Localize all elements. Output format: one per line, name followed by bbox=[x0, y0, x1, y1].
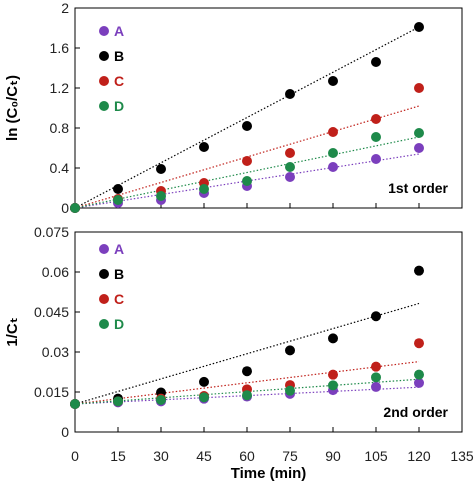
point-B bbox=[414, 265, 424, 276]
legend-label-C: C bbox=[114, 73, 124, 89]
y-tick-label: 1.6 bbox=[50, 40, 70, 56]
point-D bbox=[242, 390, 252, 401]
y-tick-label: 0 bbox=[61, 424, 69, 440]
point-B bbox=[328, 76, 338, 86]
legend-marker-A bbox=[99, 26, 109, 36]
y-axis-label: 1/Cₜ bbox=[4, 317, 21, 346]
point-B bbox=[199, 376, 209, 387]
x-tick-label: 30 bbox=[153, 448, 169, 464]
point-C bbox=[242, 156, 252, 166]
x-tick-label: 60 bbox=[239, 448, 255, 464]
legend-marker-C bbox=[99, 76, 109, 86]
y-tick-label: 0.015 bbox=[34, 384, 69, 400]
point-D bbox=[70, 203, 80, 213]
plot-frame bbox=[74, 231, 463, 433]
panel-label: 1st order bbox=[388, 180, 448, 196]
point-B bbox=[113, 184, 123, 194]
point-B bbox=[328, 333, 338, 344]
y-tick-label: 0.06 bbox=[42, 264, 69, 280]
point-D bbox=[285, 162, 295, 172]
y-tick-label: 0 bbox=[61, 200, 69, 216]
y-tick-label: 0.075 bbox=[34, 224, 69, 240]
y-tick-label: 1.2 bbox=[50, 80, 70, 96]
point-C bbox=[328, 127, 338, 137]
point-D bbox=[242, 176, 252, 186]
y-tick-label: 0.8 bbox=[50, 120, 70, 136]
point-B bbox=[371, 311, 381, 322]
point-C bbox=[371, 361, 381, 372]
legend-label-B: B bbox=[114, 266, 124, 282]
x-tick-label: 0 bbox=[71, 448, 79, 464]
point-D bbox=[414, 369, 424, 380]
y-axis-label: ln (C₀/Cₜ) bbox=[4, 75, 21, 141]
point-D bbox=[371, 372, 381, 383]
point-B bbox=[156, 164, 166, 174]
point-D bbox=[371, 132, 381, 142]
point-D bbox=[199, 392, 209, 403]
legend-label-A: A bbox=[114, 241, 124, 257]
x-tick-label: 75 bbox=[282, 448, 298, 464]
point-D bbox=[113, 195, 123, 205]
x-tick-label: 90 bbox=[325, 448, 341, 464]
point-A bbox=[328, 162, 338, 172]
point-C bbox=[328, 369, 338, 380]
point-B bbox=[371, 57, 381, 67]
legend-marker-D bbox=[99, 101, 109, 111]
legend-marker-D bbox=[99, 319, 109, 329]
point-C bbox=[285, 148, 295, 158]
point-C bbox=[414, 338, 424, 349]
legend-marker-C bbox=[99, 294, 109, 304]
y-tick-label: 0.03 bbox=[42, 344, 69, 360]
plot-frame bbox=[74, 7, 463, 209]
x-tick-label: 15 bbox=[110, 448, 126, 464]
y-tick-label: 2 bbox=[61, 0, 69, 16]
point-B bbox=[242, 366, 252, 377]
point-D bbox=[199, 184, 209, 194]
point-B bbox=[242, 121, 252, 131]
y-tick-label: 0.4 bbox=[50, 160, 70, 176]
legend-label-C: C bbox=[114, 291, 124, 307]
point-B bbox=[285, 345, 295, 356]
legend-marker-B bbox=[99, 269, 109, 279]
point-D bbox=[414, 128, 424, 138]
x-axis-label: Time (min) bbox=[231, 465, 307, 482]
x-tick-label: 45 bbox=[196, 448, 212, 464]
legend-label-D: D bbox=[114, 98, 124, 114]
point-D bbox=[113, 396, 123, 407]
point-C bbox=[414, 83, 424, 93]
point-A bbox=[414, 143, 424, 153]
panel-2: 0 0.015 0.03 0.045 0.06 0.075 0 15 30 45 60 75 90 105… bbox=[4, 224, 474, 482]
point-A bbox=[285, 172, 295, 182]
trendline-B bbox=[74, 302, 420, 405]
point-A bbox=[371, 154, 381, 164]
point-C bbox=[371, 114, 381, 124]
point-B bbox=[199, 142, 209, 152]
point-D bbox=[70, 399, 80, 409]
legend-marker-B bbox=[99, 51, 109, 61]
point-B bbox=[414, 22, 424, 32]
point-B bbox=[285, 89, 295, 99]
point-A bbox=[414, 377, 424, 388]
point-D bbox=[328, 380, 338, 391]
legend-label-B: B bbox=[114, 48, 124, 64]
trendline-D bbox=[74, 136, 420, 209]
legend-label-D: D bbox=[114, 316, 124, 332]
x-tick-label: 120 bbox=[407, 448, 431, 464]
legend-marker-A bbox=[99, 244, 109, 254]
point-D bbox=[156, 191, 166, 201]
point-D bbox=[285, 385, 295, 396]
x-tick-label: 135 bbox=[450, 448, 474, 464]
y-tick-label: 0.045 bbox=[34, 304, 69, 320]
legend-label-A: A bbox=[114, 23, 124, 39]
point-D bbox=[156, 395, 166, 405]
panel-label: 2nd order bbox=[383, 404, 448, 420]
point-A bbox=[371, 381, 381, 392]
x-tick-label: 105 bbox=[364, 448, 388, 464]
point-D bbox=[328, 148, 338, 158]
